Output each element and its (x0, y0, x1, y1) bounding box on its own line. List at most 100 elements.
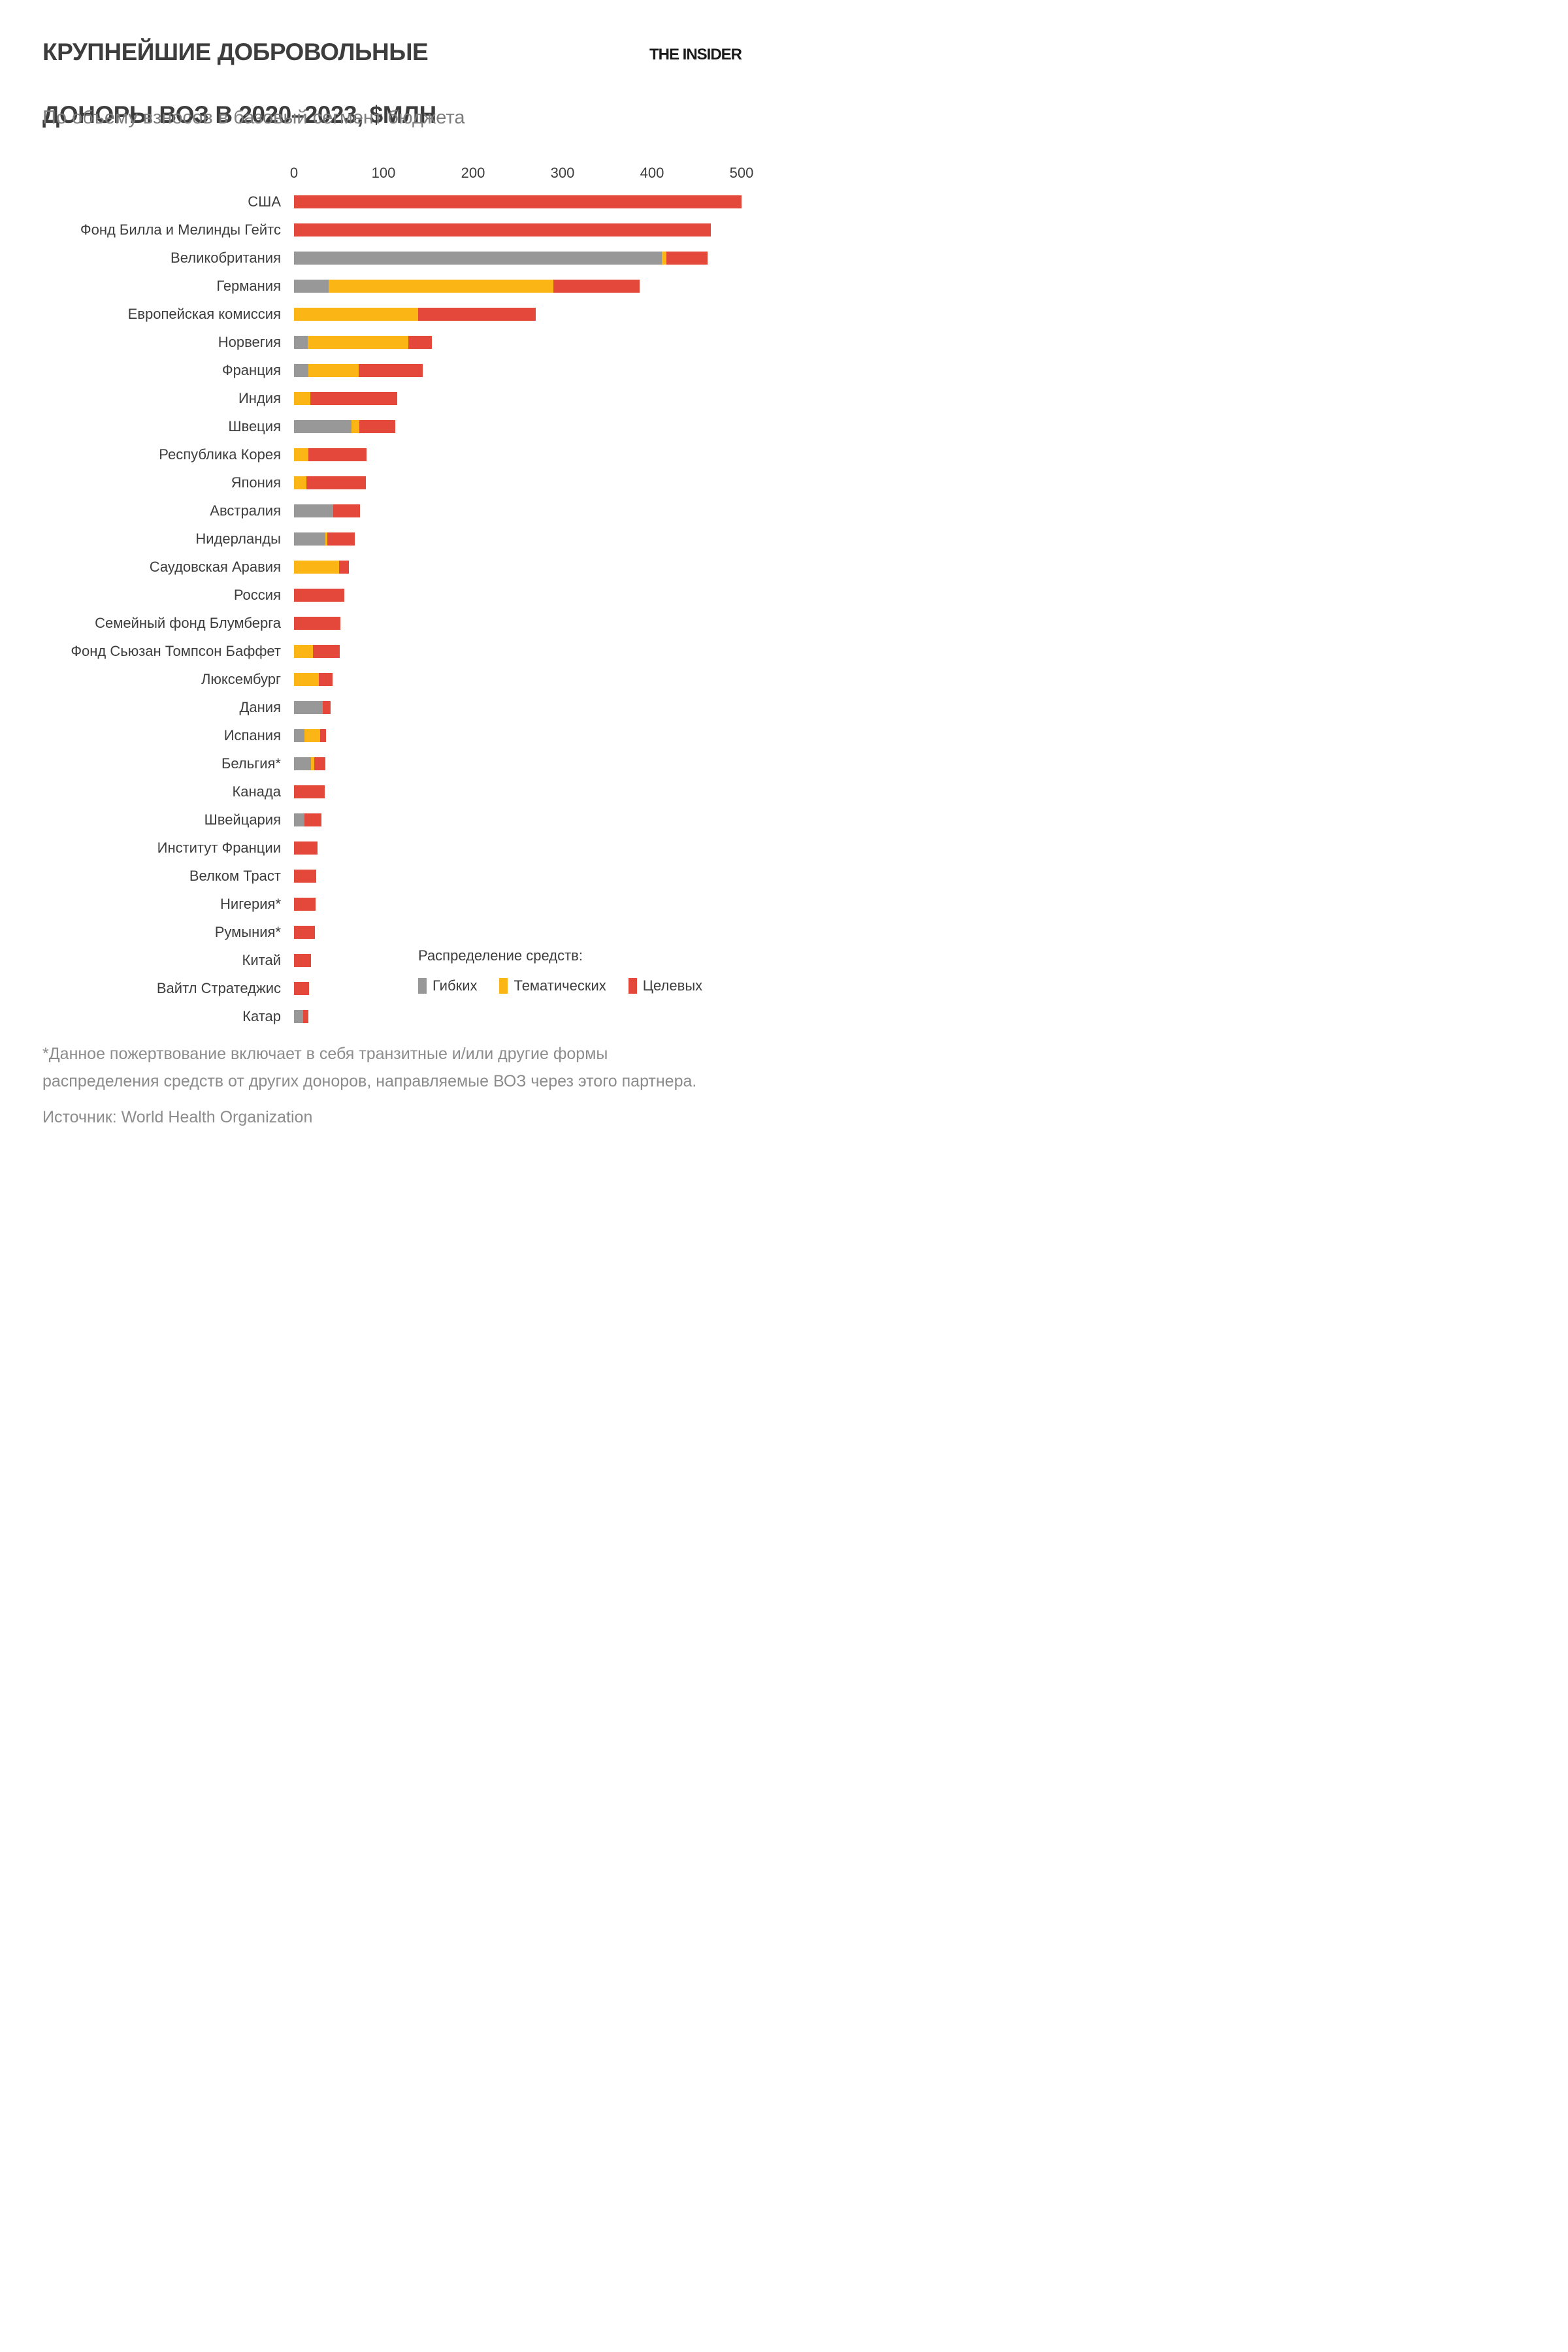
bar-segment-thematic (294, 672, 319, 686)
bar-segment-earmarked (327, 532, 355, 546)
row-label: Индия (238, 389, 281, 406)
x-axis-tick: 400 (640, 165, 664, 181)
bar-segment-thematic (294, 560, 339, 574)
row-label: Франция (221, 361, 281, 378)
bar-segment-earmarked (310, 391, 397, 405)
chart-row: Катар (0, 1002, 784, 1030)
row-label: Испания (223, 727, 281, 743)
row-label: Канада (232, 783, 281, 800)
chart-row: Вайтл Стратеджис (0, 974, 784, 1002)
bar-segment-earmarked (306, 476, 366, 489)
page-subtitle: По объему взносов в базовый сегмент бюдж… (42, 107, 465, 128)
bar-segment-earmarked (319, 672, 333, 686)
chart-row: Германия (0, 272, 784, 300)
stacked-bar (294, 588, 344, 602)
row-label: Катар (242, 1007, 281, 1024)
chart-row: Румыния* (0, 918, 784, 946)
row-label: Япония (231, 474, 281, 491)
bar-rows: США Фонд Билла и Мелинды Гейтс Великобрита… (0, 188, 784, 1030)
chart-row: Франция (0, 356, 784, 384)
chart-row: Швейцария (0, 806, 784, 834)
row-label: Нигерия* (220, 895, 281, 912)
row-label: Норвегия (218, 333, 281, 350)
stacked-bar (294, 700, 331, 714)
stacked-bar (294, 953, 312, 967)
bar-segment-earmarked (666, 251, 708, 265)
bar-segment-earmarked (294, 869, 317, 883)
legend-swatch-flexible (418, 978, 427, 994)
bar-segment-flexible (294, 700, 323, 714)
bar-segment-flexible (294, 813, 305, 826)
chart-row: Япония (0, 468, 784, 497)
bar-segment-earmarked (322, 700, 331, 714)
row-label: Велком Траст (189, 867, 281, 884)
chart-row: Велком Траст (0, 862, 784, 890)
bar-segment-thematic (294, 476, 307, 489)
bar-segment-earmarked (294, 616, 341, 630)
stacked-bar (294, 925, 315, 939)
bar-segment-flexible (294, 1009, 303, 1023)
stacked-bar (294, 757, 325, 770)
stacked-bar (294, 251, 708, 265)
footnote: *Данное пожертвование включает в себя тр… (42, 1040, 755, 1095)
bar-segment-earmarked (302, 1009, 308, 1023)
bar-segment-earmarked (333, 504, 361, 517)
bar-segment-thematic (308, 363, 359, 377)
stacked-bar (294, 223, 711, 237)
stacked-bar (294, 279, 640, 293)
row-label: Институт Франции (157, 839, 281, 856)
bar-segment-flexible (294, 757, 312, 770)
bar-segment-thematic (662, 251, 666, 265)
legend-swatch-thematic (499, 978, 508, 994)
bar-segment-earmarked (294, 223, 711, 237)
chart-row: Россия (0, 581, 784, 609)
chart-row: Нидерланды (0, 525, 784, 553)
legend-item-earmarked: Целевых (628, 977, 702, 994)
bar-segment-thematic (329, 279, 554, 293)
page-title: КРУПНЕЙШИЕ ДОБРОВОЛЬНЫЕ ДОНОРЫ ВОЗ В 202… (42, 37, 436, 131)
chart-row: Австралия (0, 497, 784, 525)
bar-segment-earmarked (308, 448, 367, 461)
stacked-bar (294, 672, 333, 686)
bar-segment-thematic (311, 757, 315, 770)
stacked-bar (294, 616, 341, 630)
row-label: Дания (239, 698, 282, 715)
bar-segment-earmarked (304, 813, 322, 826)
stacked-bar (294, 981, 310, 995)
legend-title: Распределение средств: (418, 947, 583, 964)
bar-segment-earmarked (418, 307, 536, 321)
row-label: Румыния* (214, 923, 281, 940)
chart-row: Бельгия* (0, 749, 784, 777)
legend-label-thematic: Тематических (514, 977, 606, 994)
stacked-bar (294, 363, 423, 377)
row-label: Республика Корея (159, 446, 281, 463)
chart-row: Китай (0, 946, 784, 974)
stacked-bar (294, 419, 395, 433)
row-label: Саудовская Аравия (149, 558, 281, 575)
chart-row: Саудовская Аравия (0, 553, 784, 581)
bar-segment-earmarked (294, 841, 318, 855)
bar-segment-flexible (294, 251, 662, 265)
row-label: Великобритания (171, 249, 281, 266)
bar-segment-earmarked (294, 195, 742, 208)
chart-row: Великобритания (0, 244, 784, 272)
bar-segment-earmarked (408, 335, 432, 349)
bar-segment-flexible (294, 504, 334, 517)
footnote-line2: распределения средств от других доноров,… (42, 1072, 697, 1090)
row-label: Вайтл Стратеджис (156, 979, 281, 996)
x-axis-tick: 300 (550, 165, 575, 181)
stacked-bar (294, 728, 327, 742)
legend-swatch-earmarked (628, 978, 637, 994)
stacked-bar (294, 391, 397, 405)
legend: Распределение средств: Гибких Тематически… (418, 949, 702, 994)
bar-segment-earmarked (294, 588, 344, 602)
bar-segment-earmarked (294, 925, 315, 939)
stacked-bar (294, 897, 316, 911)
row-label: США (248, 193, 281, 210)
bar-segment-flexible (294, 279, 329, 293)
x-axis-tick: 200 (461, 165, 485, 181)
bar-segment-flexible (294, 335, 308, 349)
bar-segment-earmarked (338, 560, 349, 574)
bar-segment-thematic (325, 532, 327, 546)
chart-row: Испания (0, 721, 784, 749)
